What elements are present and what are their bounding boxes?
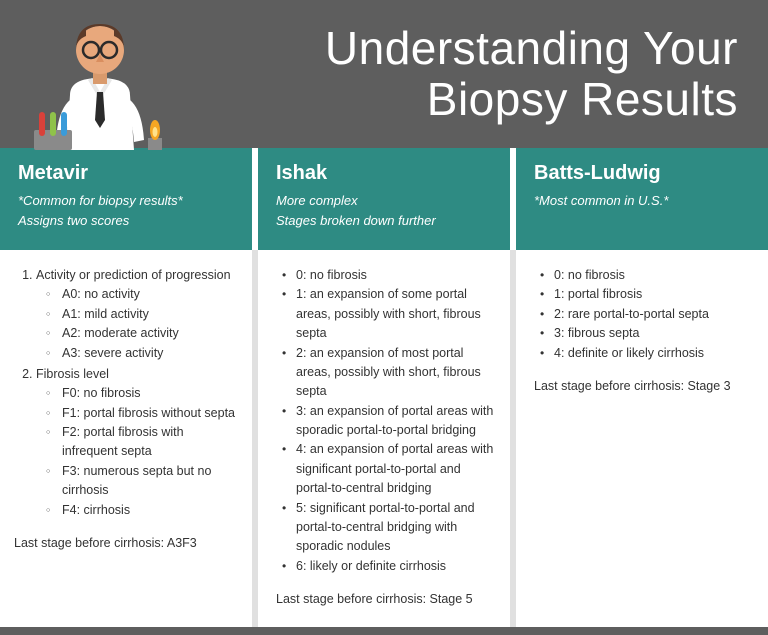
col-header-ishak: Ishak More complex Stages broken down fu…: [258, 148, 510, 250]
col-title: Ishak: [276, 162, 492, 185]
list-item: 4: definite or likely cirrhosis: [540, 344, 754, 363]
last-stage-text: Last stage before cirrhosis: Stage 5: [276, 590, 496, 609]
list-item: F2: portal fibrosis with infrequent sept…: [50, 423, 238, 462]
list-item: 1: an expansion of some portal areas, po…: [282, 285, 496, 343]
list-item: Fibrosis level F0: no fibrosis F1: porta…: [36, 365, 238, 520]
list-item: A3: severe activity: [50, 344, 238, 363]
col-header-metavir: Metavir *Common for biopsy results* Assi…: [0, 148, 252, 250]
column-headers-row: Metavir *Common for biopsy results* Assi…: [0, 148, 768, 250]
footer-bar: [0, 627, 768, 635]
list-item: 2: an expansion of most portal areas, po…: [282, 344, 496, 402]
last-stage-text: Last stage before cirrhosis: Stage 3: [534, 377, 754, 396]
columns-row: Activity or prediction of progression A0…: [0, 250, 768, 627]
list-item: 1: portal fibrosis: [540, 285, 754, 304]
col-header-batts-ludwig: Batts-Ludwig *Most common in U.S.*: [516, 148, 768, 250]
list-item: 3: fibrous septa: [540, 324, 754, 343]
list-item: A1: mild activity: [50, 305, 238, 324]
col-body-ishak: 0: no fibrosis 1: an expansion of some p…: [258, 250, 510, 627]
list-item: 6: likely or definite cirrhosis: [282, 557, 496, 576]
ishak-list: 0: no fibrosis 1: an expansion of some p…: [276, 266, 496, 576]
list-item: F4: cirrhosis: [50, 501, 238, 520]
header: Understanding Your Biopsy Results: [0, 0, 768, 148]
list-item: A2: moderate activity: [50, 324, 238, 343]
col-subtitle: More complex Stages broken down further: [276, 191, 492, 230]
list-item: 3: an expansion of portal areas with spo…: [282, 402, 496, 441]
list-item: 4: an expansion of portal areas with sig…: [282, 440, 496, 498]
list-item: Activity or prediction of progression A0…: [36, 266, 238, 363]
col-body-metavir: Activity or prediction of progression A0…: [0, 250, 252, 627]
list-item: F3: numerous septa but no cirrhosis: [50, 462, 238, 501]
page-title: Understanding Your Biopsy Results: [325, 23, 738, 124]
col-title: Batts-Ludwig: [534, 162, 750, 185]
sub-list: F0: no fibrosis F1: portal fibrosis with…: [36, 384, 238, 520]
title-line-1: Understanding Your: [325, 22, 738, 74]
title-line-2: Biopsy Results: [427, 73, 738, 125]
list-item: 2: rare portal-to-portal septa: [540, 305, 754, 324]
last-stage-text: Last stage before cirrhosis: A3F3: [14, 534, 238, 553]
list-item: 0: no fibrosis: [282, 266, 496, 285]
metavir-groups: Activity or prediction of progression A0…: [18, 266, 238, 520]
scientist-icon: [30, 0, 170, 150]
col-body-batts-ludwig: 0: no fibrosis 1: portal fibrosis 2: rar…: [516, 250, 768, 627]
batts-list: 0: no fibrosis 1: portal fibrosis 2: rar…: [534, 266, 754, 363]
list-item: F0: no fibrosis: [50, 384, 238, 403]
col-subtitle: *Common for biopsy results* Assigns two …: [18, 191, 234, 230]
col-title: Metavir: [18, 162, 234, 185]
list-item: 5: significant portal-to-portal and port…: [282, 499, 496, 557]
list-item: A0: no activity: [50, 285, 238, 304]
list-item: F1: portal fibrosis without septa: [50, 404, 238, 423]
col-subtitle: *Most common in U.S.*: [534, 191, 750, 211]
sub-list: A0: no activity A1: mild activity A2: mo…: [36, 285, 238, 363]
list-item: 0: no fibrosis: [540, 266, 754, 285]
